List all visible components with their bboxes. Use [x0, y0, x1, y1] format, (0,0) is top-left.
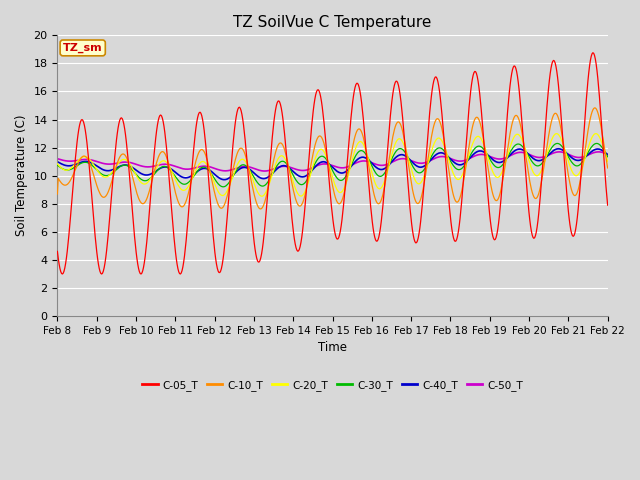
Y-axis label: Soil Temperature (C): Soil Temperature (C) — [15, 115, 28, 237]
Title: TZ SoilVue C Temperature: TZ SoilVue C Temperature — [234, 15, 432, 30]
X-axis label: Time: Time — [318, 341, 347, 354]
Legend: C-05_T, C-10_T, C-20_T, C-30_T, C-40_T, C-50_T: C-05_T, C-10_T, C-20_T, C-30_T, C-40_T, … — [138, 376, 527, 395]
Text: TZ_sm: TZ_sm — [63, 43, 102, 53]
